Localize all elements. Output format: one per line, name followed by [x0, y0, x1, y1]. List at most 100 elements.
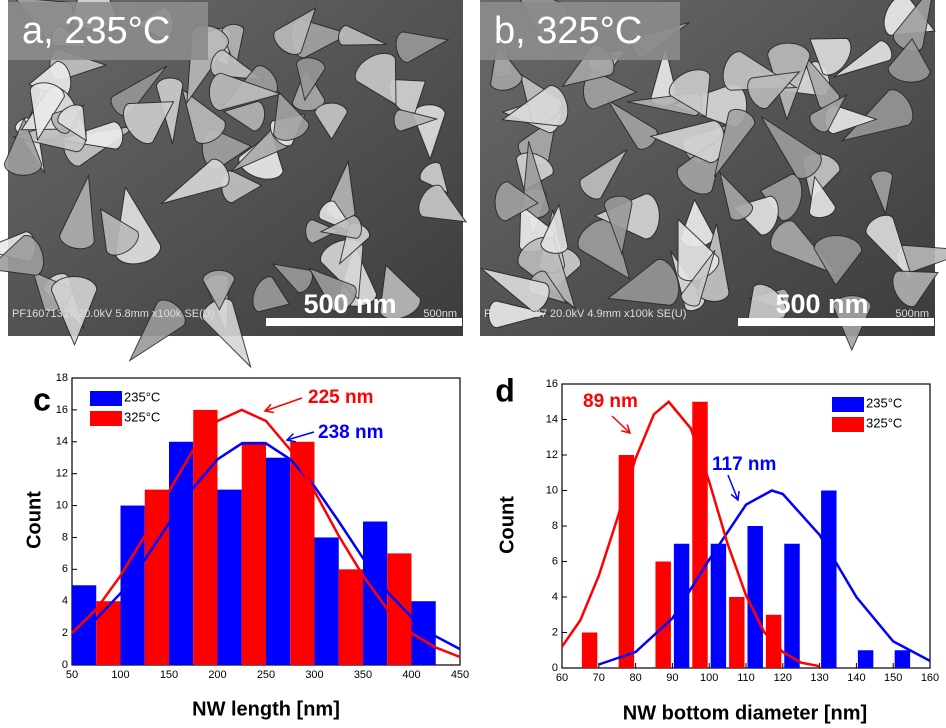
arrow-head — [621, 424, 632, 435]
y-tick-label: 10 — [56, 499, 68, 511]
fit-label: 238 nm — [318, 422, 383, 443]
nanowire — [208, 72, 283, 112]
bar — [581, 632, 598, 668]
nanowire — [295, 57, 326, 102]
nanowire — [813, 235, 863, 287]
y-tick-label: 4 — [62, 595, 68, 607]
nanowire — [841, 89, 914, 142]
nanowire — [747, 71, 801, 109]
nanowire — [319, 215, 362, 239]
arrow-head — [285, 433, 296, 443]
y-tick-label: 4 — [552, 591, 558, 603]
x-tick-label: 130 — [810, 672, 828, 684]
scale-bar — [738, 318, 934, 326]
fit-label: 89 nm — [583, 391, 638, 412]
nanowire — [202, 269, 236, 311]
nanowire — [122, 101, 175, 145]
y-tick-label: 6 — [62, 563, 68, 575]
nanowire — [494, 181, 539, 222]
y-tick-label: 6 — [552, 555, 558, 567]
legend-label: 325°C — [866, 415, 902, 430]
annotation-arrow — [286, 431, 315, 441]
panel-letter: d — [495, 372, 515, 408]
nanowire — [3, 117, 43, 176]
nanowire — [57, 104, 87, 142]
nanowire — [579, 149, 628, 200]
bar — [618, 455, 635, 668]
nanowire — [809, 37, 852, 76]
label-box — [480, 2, 680, 60]
nanowire — [29, 82, 65, 142]
nanowire — [50, 275, 98, 347]
fit-curve — [560, 400, 820, 668]
nanowire — [100, 208, 139, 256]
nanowire — [808, 175, 836, 219]
y-tick-label: 10 — [546, 484, 558, 496]
x-axis-label: NW length [nm] — [192, 698, 340, 720]
info-text: PF16071317 20.0kV 5.8mm x100k SE(U) — [12, 308, 214, 320]
bar — [821, 490, 837, 668]
bar — [266, 457, 291, 665]
y-axis-label: Count — [23, 491, 45, 549]
x-tick-label: 400 — [402, 669, 420, 681]
fit-label: 225 nm — [308, 387, 373, 408]
arrow-head — [730, 490, 740, 502]
x-tick-label: 150 — [884, 672, 902, 684]
nanowire — [59, 173, 95, 250]
nanowire — [892, 270, 939, 307]
x-tick-label: 300 — [305, 669, 323, 681]
x-tick-label: 350 — [354, 669, 372, 681]
nanowire — [273, 6, 317, 56]
bar — [120, 505, 145, 665]
nanowire — [865, 214, 914, 282]
y-tick-label: 14 — [546, 413, 558, 425]
annotation-arrow — [727, 474, 739, 501]
bar — [338, 569, 363, 665]
y-tick-label: 14 — [56, 436, 68, 448]
fit-curve — [71, 408, 461, 659]
info-scale: 500nm — [895, 308, 929, 320]
bar — [241, 441, 266, 665]
y-tick-label: 2 — [62, 627, 68, 639]
nanowire — [760, 115, 822, 180]
x-tick-label: 150 — [160, 669, 178, 681]
nanowire — [770, 220, 840, 277]
bar — [729, 597, 745, 668]
bar — [784, 543, 800, 668]
bar — [290, 441, 315, 665]
nanowire — [0, 234, 45, 276]
legend-label: 235°C — [866, 395, 902, 410]
panel-label: b, 325°C — [494, 10, 642, 52]
x-tick-label: 200 — [208, 669, 226, 681]
x-tick-label: 110 — [737, 672, 755, 684]
scale-bar — [266, 318, 462, 326]
x-tick-label: 450 — [451, 669, 469, 681]
sem-image: a, 235°C PF16071317 20.0kV 5.8mm x100k SE… — [0, 0, 468, 369]
bar — [655, 561, 671, 668]
nanowire — [480, 267, 550, 312]
label-box — [8, 2, 208, 60]
bar — [193, 409, 218, 665]
y-tick-label: 8 — [552, 520, 558, 532]
x-tick-label: 100 — [111, 669, 129, 681]
info-scale: 500nm — [423, 308, 457, 320]
nanowire — [501, 85, 569, 127]
nanowire — [606, 258, 680, 306]
arrow-head — [263, 403, 275, 414]
nanowire — [395, 31, 450, 63]
nanowire — [222, 100, 266, 132]
nanowire — [668, 69, 711, 118]
x-tick-label: 60 — [556, 672, 568, 684]
y-tick-label: 16 — [546, 378, 558, 390]
x-tick-label: 50 — [66, 669, 78, 681]
x-tick-label: 120 — [774, 672, 792, 684]
nanowire — [488, 300, 550, 329]
nanowire — [419, 162, 449, 194]
x-tick-label: 160 — [921, 672, 939, 684]
nanowire — [128, 299, 186, 362]
nanowire — [210, 49, 265, 81]
panel-label: a, 235°C — [22, 10, 170, 52]
nanowire — [719, 170, 753, 221]
nanowire — [354, 52, 397, 106]
